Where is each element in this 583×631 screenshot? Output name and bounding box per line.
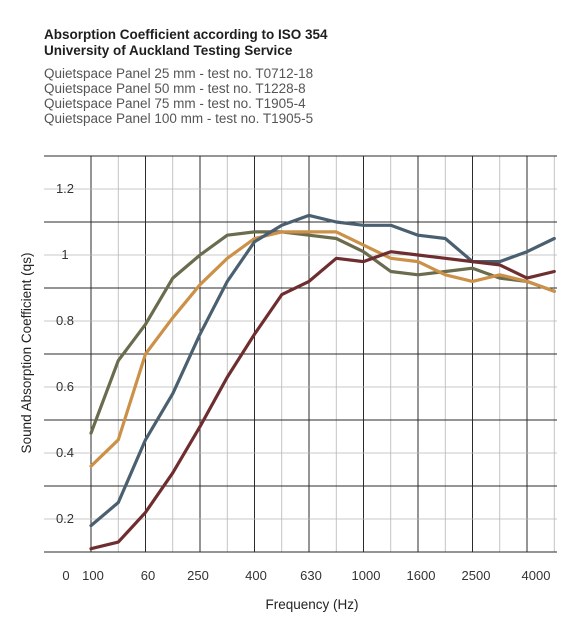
series-line-1 [89,230,556,435]
chart-header: Absorption Coefficient according to ISO … [44,27,328,126]
y-tick-label: 0.8 [56,313,74,328]
series-lines [89,213,556,551]
x-axis-label: Frequency (Hz) [265,597,358,612]
subtitle-line-3: Quietspace Panel 75 mm - test no. T1905-… [44,96,306,111]
y-tick-label: 0.4 [56,445,74,460]
series-line-4 [89,250,556,551]
x-tick-label: 100 [82,568,104,583]
y-ticks: 0.2 0.4 0.6 0.8 1 1.2 [56,181,74,526]
x-ticks: 0 100 60 250 400 630 1000 1600 2500 4000 [62,568,550,583]
y-tick-label: 0.2 [56,511,74,526]
chart-title-line-1: Absorption Coefficient according to ISO … [44,27,328,42]
y-tick-label: 1.2 [56,181,74,196]
subtitle-line-2: Quietspace Panel 50 mm - test no. T1228-… [44,81,306,96]
x-tick-label: 400 [245,568,267,583]
y-tick-label: 0.6 [56,379,74,394]
y-axis-label: Sound Absorption Coefficient (qs) [19,253,34,454]
x-tick-label: 1600 [407,568,436,583]
y-tick-label: 1 [61,247,68,262]
x-tick-label: 4000 [522,568,551,583]
x-tick-label: 0 [62,568,69,583]
x-tick-label: 1000 [352,568,381,583]
x-tick-label: 60 [141,568,155,583]
x-tick-label: 630 [300,568,322,583]
x-tick-label: 2500 [462,568,491,583]
x-tick-label: 250 [187,568,209,583]
series-line-2 [89,230,556,468]
subtitle-line-1: Quietspace Panel 25 mm - test no. T0712-… [44,66,314,81]
chart-title-line-2: University of Auckland Testing Service [44,43,293,58]
subtitle-line-4: Quietspace Panel 100 mm - test no. T1905… [44,111,314,126]
